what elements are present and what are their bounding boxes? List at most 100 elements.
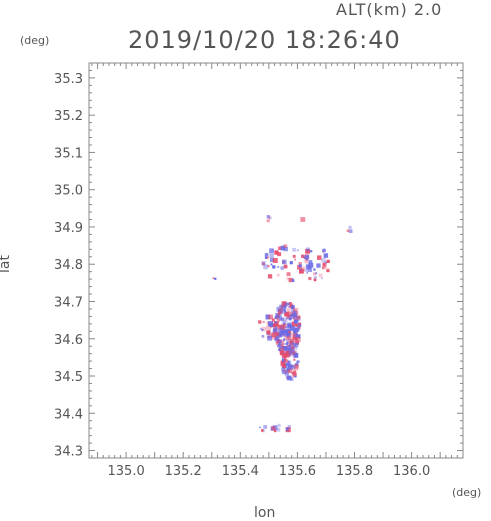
heatmap-cell [280, 340, 285, 345]
heatmap-cell [305, 248, 310, 254]
heatmap-cell [286, 333, 289, 336]
heatmap-cell [280, 317, 284, 321]
heatmap-cell [262, 320, 265, 323]
heatmap-cell [277, 266, 280, 268]
heatmap-cell [283, 370, 287, 373]
heatmap-cell [293, 329, 296, 333]
heatmap-cell [288, 331, 291, 334]
heatmap-cell [285, 354, 288, 357]
heatmap-cell [278, 339, 282, 343]
heatmap-cell [283, 321, 289, 327]
heatmap-cell [275, 331, 279, 336]
heatmap-cell [292, 334, 295, 336]
heatmap-cell [267, 274, 273, 279]
heatmap-cell [326, 268, 330, 273]
heatmap-cell [287, 328, 292, 333]
heatmap-cell [293, 370, 297, 374]
heatmap-cell [293, 340, 298, 345]
heatmap-cell [313, 275, 317, 280]
heatmap-cell [281, 369, 287, 375]
heatmap-cell [295, 362, 298, 365]
heatmap-cell [270, 263, 273, 266]
heatmap-cell [298, 262, 302, 266]
heatmap-cell [290, 368, 296, 373]
heatmap-cell [300, 217, 306, 222]
x-axis-unit: (deg) [452, 486, 482, 499]
heatmap-cell [288, 302, 292, 306]
heatmap-cell [279, 304, 282, 308]
plot-frame [88, 62, 464, 459]
heatmap-cell [293, 314, 298, 318]
heatmap-cell [279, 325, 284, 330]
heatmap-cell [294, 364, 299, 369]
heatmap-cell [293, 352, 299, 358]
heatmap-cell [271, 318, 275, 322]
heatmap-cell [281, 304, 287, 309]
heatmap-cell [321, 265, 326, 270]
heatmap-cell [293, 317, 296, 321]
heatmap-cell [274, 430, 277, 433]
heatmap-cell [283, 370, 287, 374]
heatmap-cell [288, 341, 293, 346]
heatmap-cell [286, 367, 290, 371]
heatmap-cell [282, 365, 286, 369]
heatmap-cell [313, 278, 317, 282]
heatmap-cell [279, 346, 283, 350]
heatmap-cell [291, 364, 295, 368]
heatmap-cell [277, 252, 282, 257]
heatmap-cell [276, 318, 281, 323]
heatmap-cell [290, 349, 295, 354]
heatmap-cell [285, 339, 290, 344]
heatmap-cell [293, 358, 296, 361]
heatmap-cell [289, 377, 294, 381]
heatmap-cell [291, 321, 297, 327]
heatmap-cell [288, 317, 292, 321]
heatmap-cell [294, 258, 296, 261]
y-tick-label: 35.1 [54, 146, 83, 161]
heatmap-cell [313, 272, 316, 276]
heatmap-cell [261, 326, 266, 332]
heatmap-cell [296, 317, 301, 322]
heatmap-cell [290, 331, 295, 336]
heatmap-cell [296, 312, 299, 315]
heatmap-cell [310, 250, 313, 253]
heatmap-cell [292, 255, 296, 258]
heatmap-cell [214, 277, 217, 280]
heatmap-cell [286, 335, 290, 339]
heatmap-cell [279, 306, 283, 310]
heatmap-cell [284, 359, 289, 363]
heatmap-cell [286, 272, 291, 277]
heatmap-cell [293, 331, 298, 336]
heatmap-cell [289, 343, 291, 346]
heatmap-cell [301, 254, 305, 258]
heatmap-cell [286, 308, 291, 313]
heatmap-cell [279, 324, 284, 329]
heatmap-cell [261, 328, 264, 331]
heatmap-cell [295, 319, 299, 323]
heatmap-cell [285, 428, 289, 431]
heatmap-cell [263, 264, 268, 270]
heatmap-cell [286, 362, 290, 366]
heatmap-cell [264, 253, 269, 257]
heatmap-cell [278, 325, 281, 328]
heatmap-cell [266, 256, 269, 259]
heatmap-cell [272, 265, 276, 269]
heatmap-cell [293, 328, 297, 332]
heatmap-cell [281, 353, 287, 358]
heatmap-cell [283, 264, 288, 269]
heatmap-cell [290, 348, 292, 350]
heatmap-cell [295, 340, 299, 345]
heatmap-cell [284, 311, 289, 317]
heatmap-cell [326, 259, 330, 263]
heatmap-cell [285, 343, 288, 346]
heatmap-cell [276, 306, 282, 312]
heatmap-cell [308, 262, 314, 268]
heatmap-cell [291, 303, 293, 306]
heatmap-cell [273, 328, 277, 332]
heatmap-cell [294, 318, 297, 321]
heatmap-cell [284, 302, 289, 307]
heatmap-cell [283, 358, 287, 361]
heatmap-cell [271, 332, 276, 338]
heatmap-cell [277, 327, 282, 332]
heatmap-cell [297, 325, 301, 328]
